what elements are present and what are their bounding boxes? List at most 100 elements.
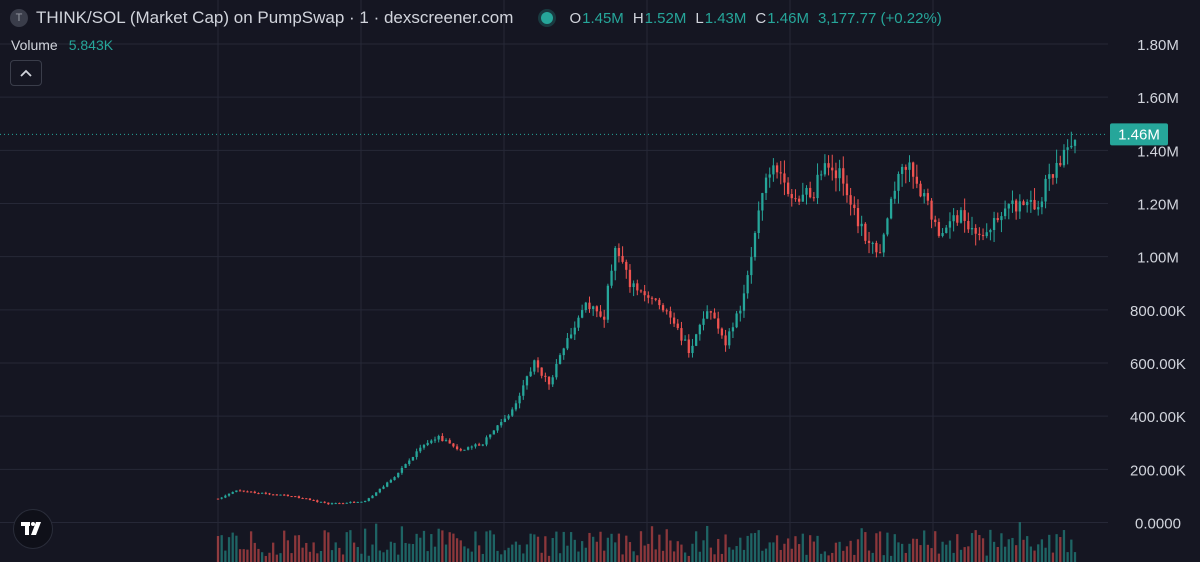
volume-bar <box>316 553 319 562</box>
volume-bar <box>514 541 518 562</box>
volume-bar <box>779 549 782 562</box>
candle-body <box>592 306 595 310</box>
candles <box>216 131 1077 505</box>
candle-body <box>540 367 543 376</box>
volume-bar <box>220 535 223 562</box>
candle-body <box>246 491 249 493</box>
candle-body <box>731 327 735 332</box>
chevron-up-icon <box>20 69 32 77</box>
volume-bar <box>397 554 400 562</box>
candle-body <box>595 306 598 312</box>
candle-body <box>820 174 823 176</box>
tradingview-logo-icon[interactable] <box>13 509 53 549</box>
candle-body <box>415 451 418 457</box>
candle-body <box>878 252 882 254</box>
volume-bar <box>437 528 440 562</box>
volume-bar <box>930 548 933 562</box>
volume-bar <box>422 530 426 562</box>
y-tick-label: 1.60M <box>1137 90 1179 107</box>
candle-body <box>470 446 473 448</box>
candle-body <box>882 234 885 253</box>
volume-bar <box>338 547 341 562</box>
candle-body <box>1018 201 1021 212</box>
volume-bar <box>378 550 381 562</box>
candle-body <box>952 215 955 222</box>
volume-bar <box>536 536 540 562</box>
candle-body <box>853 204 856 209</box>
candle-body <box>661 305 665 311</box>
volume-bar <box>1033 550 1036 562</box>
high-key: H <box>632 9 644 27</box>
candle-body <box>238 490 242 492</box>
candle-body <box>389 480 393 483</box>
candle-body <box>658 299 661 306</box>
candle-body <box>562 348 565 356</box>
volume-bar <box>900 543 904 562</box>
candle-body <box>1033 199 1036 210</box>
volume-bar <box>235 535 238 562</box>
volume-bar <box>772 542 775 562</box>
candle-body <box>408 460 411 465</box>
volume-bar <box>272 542 275 562</box>
candle-body <box>500 422 503 426</box>
volume-bar <box>249 531 253 562</box>
volume-bar <box>474 531 477 562</box>
candle-body <box>352 501 356 503</box>
candle-body <box>1051 174 1055 178</box>
candle-body <box>558 355 562 364</box>
volume-bar <box>856 539 860 562</box>
candle-body <box>886 218 889 235</box>
candle-body <box>742 293 746 311</box>
volume-bar <box>812 541 815 562</box>
candle-body <box>341 503 345 505</box>
candle-body <box>614 247 617 271</box>
volume-bar <box>985 555 988 562</box>
volume-bar <box>444 544 448 562</box>
collapse-legend-button[interactable] <box>10 60 42 86</box>
volume-bar <box>893 534 896 562</box>
volume-bar <box>691 543 694 562</box>
candle-body <box>831 167 834 171</box>
volume-bar <box>305 542 308 562</box>
volume-bar <box>580 541 584 562</box>
candle-body <box>720 328 724 336</box>
volume-legend: Volume 5.843K <box>11 37 113 53</box>
y-tick-label: 600.00K <box>1130 356 1186 373</box>
candle-body <box>790 194 793 199</box>
volume-bar <box>323 530 326 562</box>
volume-bar <box>500 554 503 562</box>
volume-bar <box>735 546 738 562</box>
volume-bar <box>845 546 849 562</box>
candle-body <box>709 311 713 313</box>
volume-bar <box>864 532 867 562</box>
volume-bar <box>426 551 429 562</box>
candle-body <box>1000 216 1003 221</box>
volume-bar <box>283 530 286 562</box>
candle-body <box>334 503 337 505</box>
candle-body <box>275 494 278 496</box>
candle-body <box>775 165 779 173</box>
volume-bar <box>963 547 966 562</box>
candle-body <box>312 499 315 501</box>
volume-bar <box>739 537 742 562</box>
volume-bar <box>470 551 473 562</box>
volume-bar <box>264 555 267 562</box>
candle-body <box>455 446 459 450</box>
candle-body <box>989 229 992 233</box>
candle-body <box>588 302 591 310</box>
candle-body <box>1070 145 1073 148</box>
candle-body <box>426 442 429 446</box>
tradingview-mark <box>21 522 41 535</box>
volume-bar <box>227 537 231 562</box>
candle-body <box>514 403 518 410</box>
volume-bar <box>970 533 974 562</box>
volume-bar <box>764 548 768 562</box>
volume-bar <box>408 543 411 562</box>
volume-bar <box>375 523 378 562</box>
volume-bar <box>809 535 812 562</box>
candle-body <box>867 240 871 243</box>
volume-bar <box>415 533 418 562</box>
volume-bar <box>1003 546 1007 562</box>
candle-body <box>319 501 323 503</box>
